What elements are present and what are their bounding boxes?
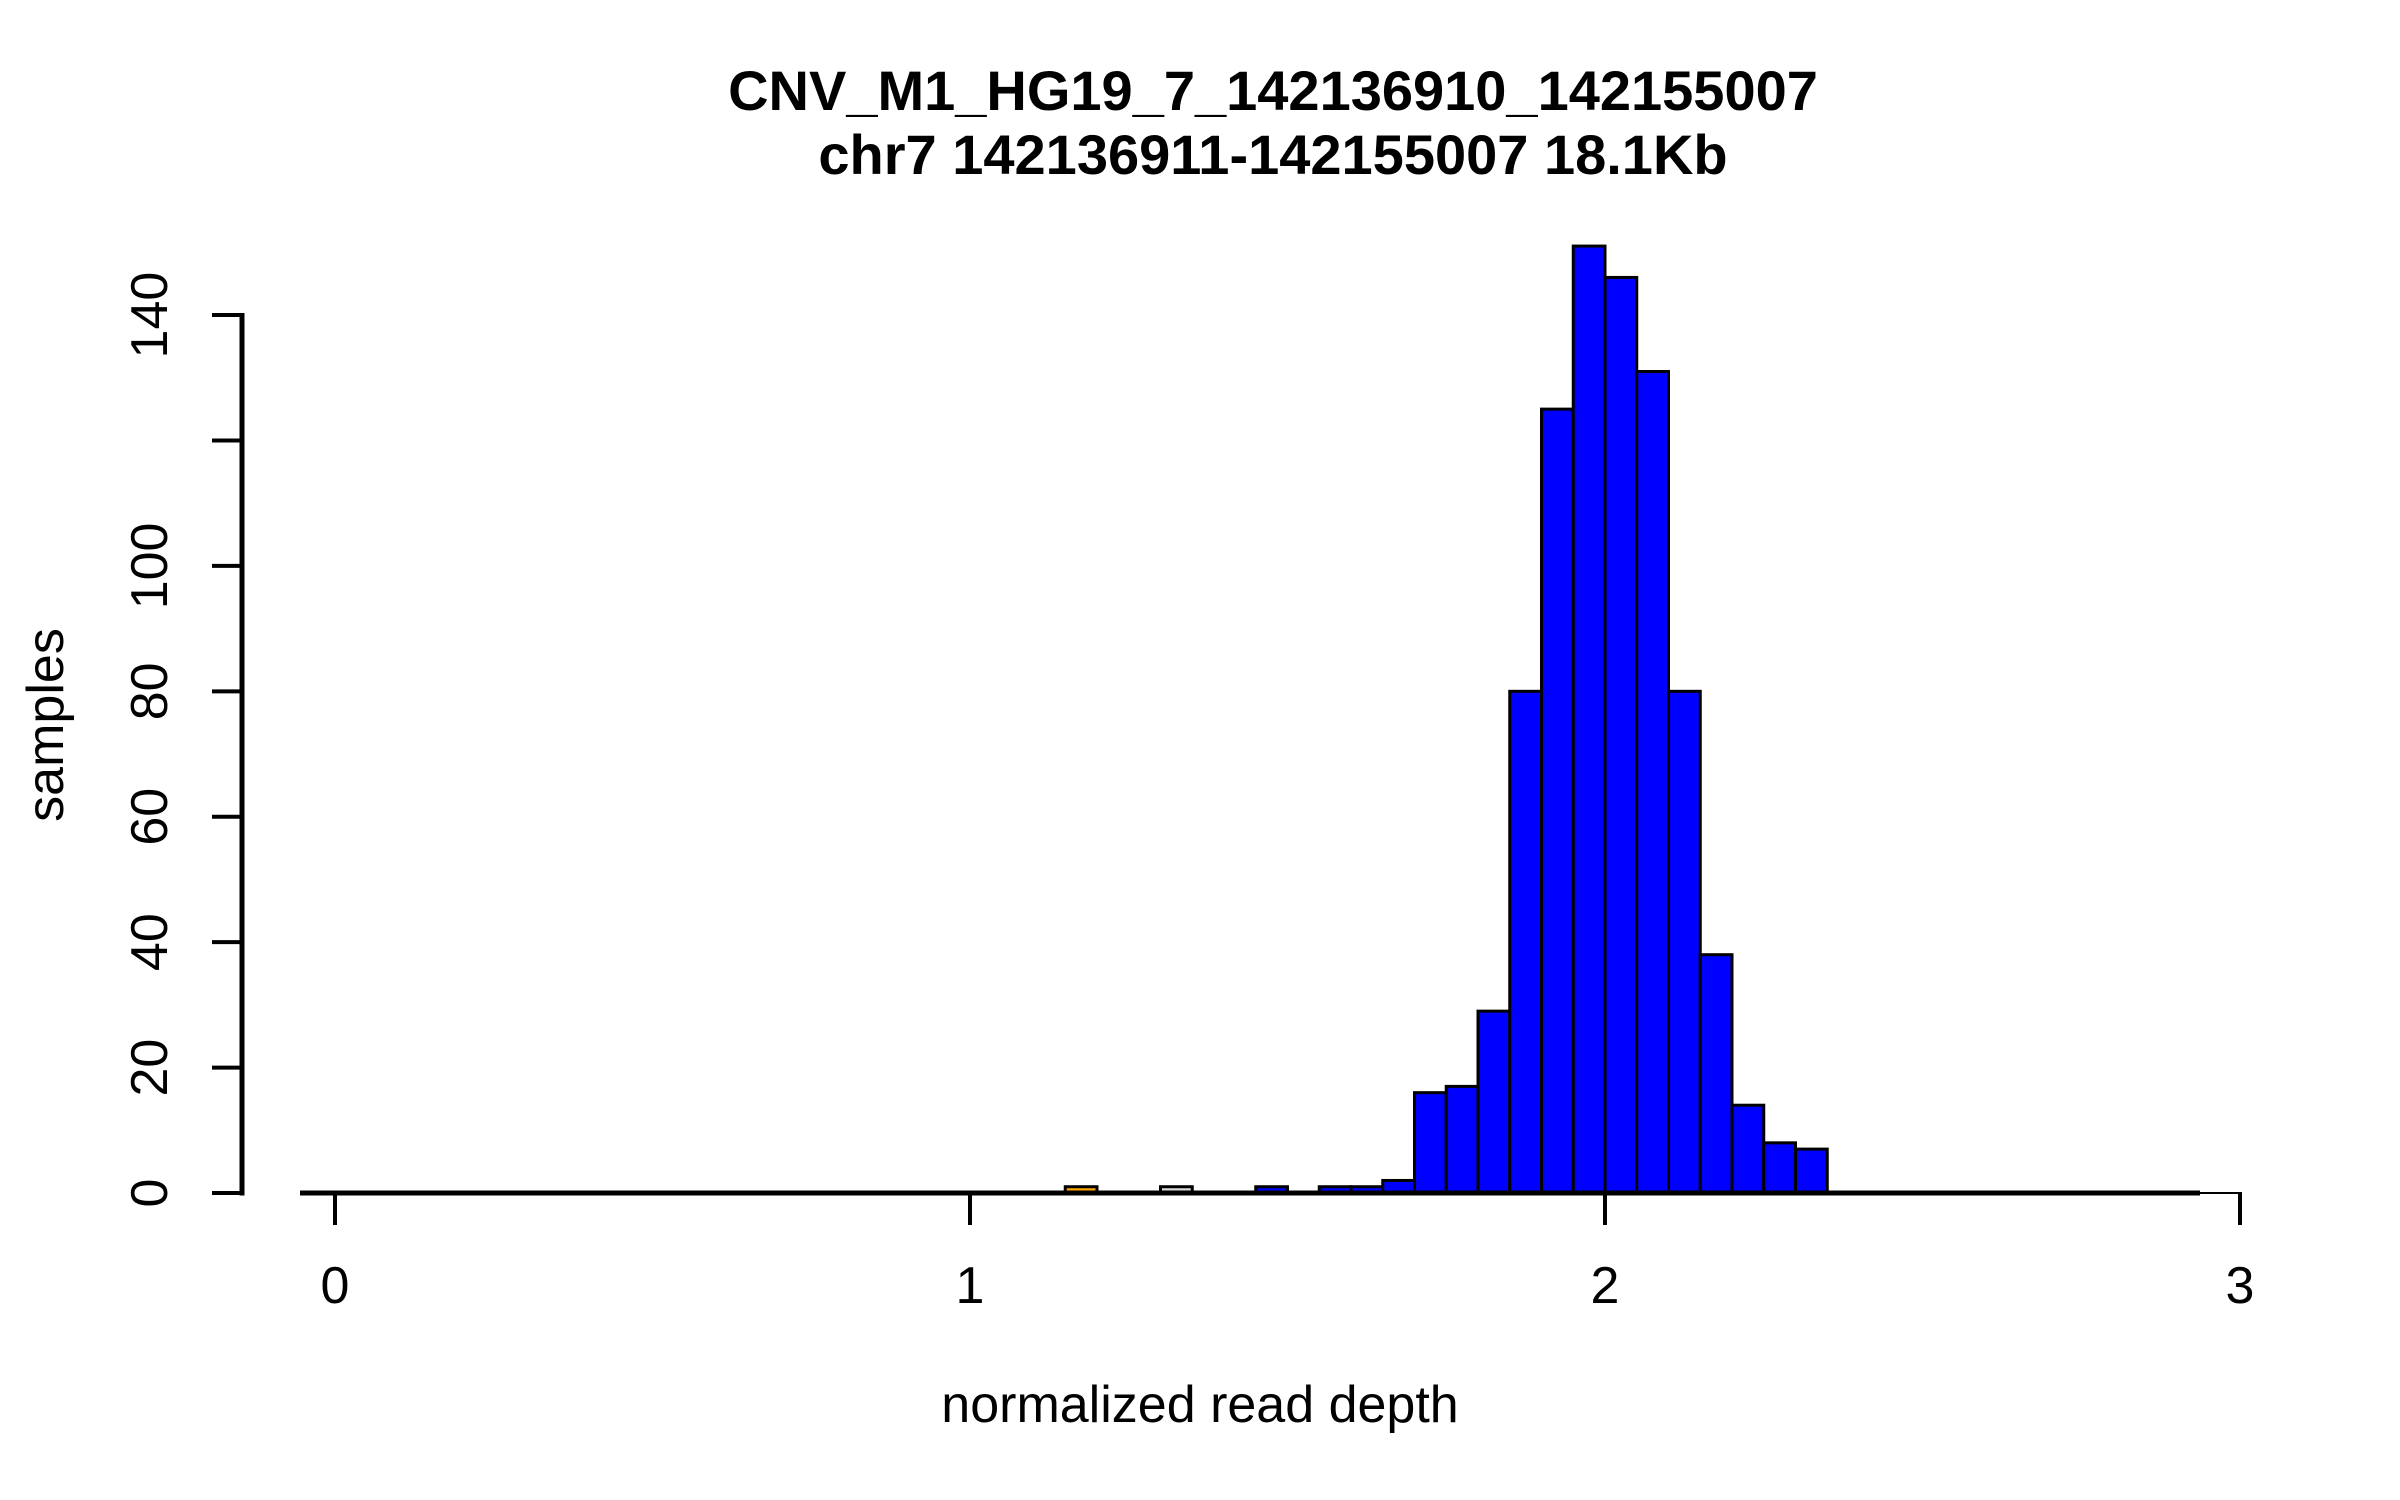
chart-title: CNV_M1_HG19_7_142136910_142155007 [728, 59, 1818, 122]
histogram-bar [1794, 1147, 1829, 1195]
histogram-bar [1635, 369, 1670, 1195]
y-axis-tick-label: 60 [121, 788, 179, 846]
histogram-bar [1413, 1091, 1448, 1195]
x-axis-tick-label: 1 [956, 1257, 985, 1315]
histogram-bar [1667, 689, 1702, 1195]
y-axis-title: samples [17, 628, 75, 822]
histogram-bar [1571, 244, 1607, 1195]
y-axis-tick-label: 0 [121, 1179, 179, 1208]
x-axis-tick-label: 2 [1591, 1257, 1620, 1315]
histogram-bar [1540, 407, 1575, 1195]
histogram-bar [1444, 1084, 1480, 1195]
x-axis-tick-label: 0 [321, 1257, 350, 1315]
histogram-bar [1508, 689, 1543, 1195]
y-axis-tick-label: 140 [121, 272, 179, 359]
x-axis: 0 1 2 3 [300, 1190, 2255, 1315]
chart-subtitle: chr7 142136911-142155007 18.1Kb [818, 123, 1727, 186]
x-axis-title: normalized read depth [941, 1376, 1458, 1434]
y-axis-tick-label: 20 [121, 1039, 179, 1097]
y-axis-tick-label: 40 [121, 913, 179, 971]
histogram-bars [1063, 244, 1829, 1195]
y-axis-tick-label: 80 [121, 662, 179, 720]
y-axis: 0 20 40 60 80 100 140 [121, 272, 245, 1208]
x-axis-tick-label: 3 [2226, 1257, 2255, 1315]
histogram-bar [1762, 1141, 1797, 1195]
histogram-bar [1698, 953, 1734, 1195]
y-axis-tick-label: 100 [121, 523, 179, 610]
histogram-bar [1730, 1103, 1766, 1195]
histogram-bar [1603, 275, 1639, 1195]
histogram-bar [1476, 1009, 1512, 1195]
